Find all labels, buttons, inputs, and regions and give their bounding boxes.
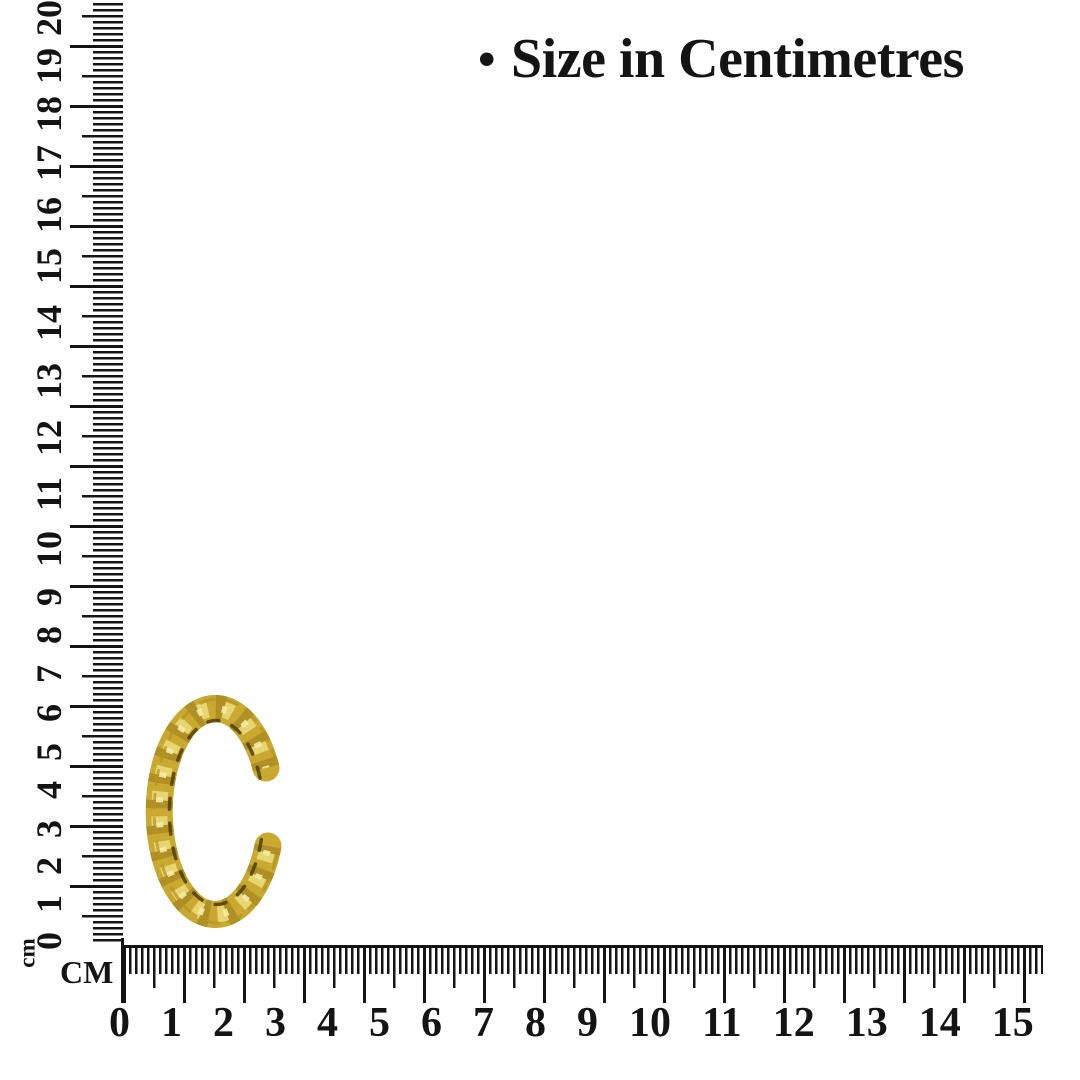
ruler-label: 5 — [29, 743, 69, 761]
ruler-label: 8 — [525, 1000, 546, 1046]
bracelet-crevice-inner — [167, 718, 264, 907]
ruler-label: 7 — [473, 1000, 494, 1046]
vertical-ruler-unit-label: cm — [14, 938, 40, 968]
ruler-label: 6 — [29, 704, 69, 722]
vertical-ruler-cm-ticks — [70, 0, 123, 945]
gold-braided-cuff-bracelet — [145, 695, 282, 928]
ruler-label: 18 — [29, 96, 69, 132]
ruler-origin-tick — [121, 938, 124, 1003]
horizontal-ruler-baseline — [123, 945, 1043, 948]
horizontal-ruler — [123, 945, 1043, 1005]
ruler-label: 13 — [845, 1000, 888, 1046]
ruler-label: 4 — [29, 781, 69, 799]
ruler-label: 15 — [29, 248, 69, 284]
ruler-label: 5 — [369, 1000, 390, 1046]
ruler-label: 14 — [918, 1000, 961, 1046]
page-title: • Size in Centimetres — [478, 31, 964, 87]
ruler-label: 2 — [213, 1000, 234, 1046]
ruler-label: 10 — [29, 531, 69, 567]
ruler-label: 11 — [29, 476, 69, 512]
horizontal-ruler-cm-ticks — [123, 945, 1043, 1003]
ruler-label: 1 — [29, 895, 69, 913]
ruler-label: 4 — [317, 1000, 338, 1046]
ruler-label: 14 — [29, 305, 69, 341]
ruler-label: 15 — [991, 1000, 1034, 1046]
ruler-label: 2 — [29, 857, 69, 875]
horizontal-ruler-unit-label: CM — [60, 954, 114, 990]
ruler-label: 11 — [702, 1000, 742, 1046]
ruler-label: 17 — [29, 145, 69, 181]
ruler-label: 8 — [29, 626, 69, 644]
bracelet-braid-highlight — [151, 700, 276, 923]
ruler-label: 3 — [265, 1000, 286, 1046]
ruler-label: 7 — [29, 665, 69, 683]
vertical-ruler — [70, 0, 123, 945]
ruler-label: 1 — [161, 1000, 182, 1046]
horizontal-ruler-labels: 0 1 2 3 4 5 6 7 8 9 10 11 12 13 14 15 — [109, 1002, 1034, 1044]
ruler-label: 12 — [772, 1000, 815, 1046]
title-text: Size in Centimetres — [511, 28, 964, 90]
bracelet-rim-strand — [152, 697, 280, 925]
ruler-label: 19 — [29, 48, 69, 84]
ruler-label: 3 — [29, 820, 69, 838]
ruler-label: 9 — [29, 588, 69, 606]
bullet-icon: • — [478, 31, 496, 87]
ruler-label: 0 — [109, 1000, 130, 1046]
ruler-label: 12 — [29, 420, 69, 456]
ruler-label: 10 — [629, 1000, 671, 1046]
ruler-label: 16 — [29, 197, 69, 233]
ruler-label: 6 — [421, 1000, 442, 1046]
ruler-label: 20 — [29, 0, 69, 36]
ruler-label: 13 — [29, 363, 69, 399]
ruler-label: 9 — [577, 1000, 598, 1046]
